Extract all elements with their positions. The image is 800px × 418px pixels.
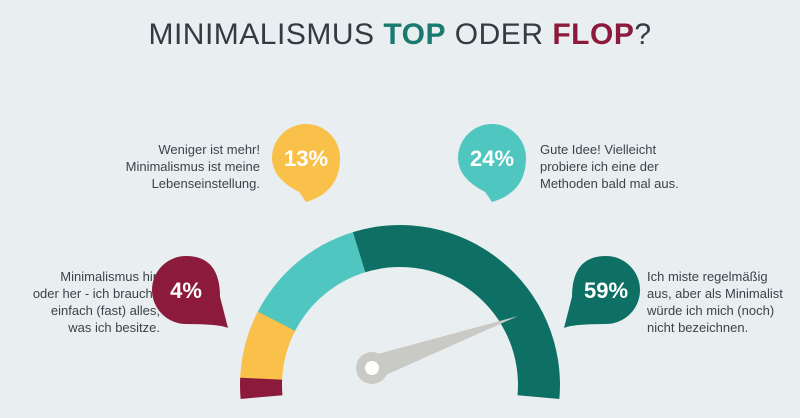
label-flop: Minimalismus hin oder her - ich brauche … bbox=[10, 268, 160, 336]
label-gute-line: Methoden bald mal aus. bbox=[540, 176, 679, 191]
value-label-2: 13% bbox=[284, 146, 328, 171]
label-flop-line: was ich besitze. bbox=[68, 320, 160, 335]
label-miste: Ich miste regelmäßig aus, aber als Minim… bbox=[647, 268, 797, 336]
label-flop-line: oder her - ich brauche bbox=[32, 286, 160, 301]
value-bubble-2 bbox=[272, 124, 340, 202]
value-label-3: 24% bbox=[470, 146, 514, 171]
page-title: MINIMALISMUS TOP ODER FLOP? bbox=[0, 18, 800, 52]
gauge-needle-hub-center bbox=[365, 361, 379, 375]
label-weniger-line: Lebenseinstellung. bbox=[151, 176, 260, 191]
label-gute-line: Gute Idee! Vielleicht bbox=[540, 142, 657, 157]
label-weniger: Weniger ist mehr! Minimalismus ist meine… bbox=[110, 141, 260, 192]
value-bubble-3 bbox=[458, 124, 526, 202]
gauge-needle bbox=[367, 316, 518, 380]
label-gute-line: probiere ich eine der bbox=[540, 159, 659, 174]
title-top: TOP bbox=[383, 18, 446, 51]
label-weniger-line: Minimalismus ist meine bbox=[125, 159, 260, 174]
gauge-segment-4 bbox=[352, 225, 560, 399]
label-flop-line: einfach (fast) alles, bbox=[50, 303, 160, 318]
title-part-3: ODER bbox=[445, 18, 553, 51]
title-flop: FLOP bbox=[552, 18, 635, 51]
label-miste-line: würde ich mich (noch) bbox=[647, 303, 775, 318]
value-label-4: 59% bbox=[584, 278, 628, 303]
value-bubble-4 bbox=[564, 256, 640, 328]
label-miste-line: Ich miste regelmäßig bbox=[647, 269, 768, 284]
gauge-segment-3 bbox=[257, 232, 367, 331]
label-flop-line: Minimalismus hin bbox=[60, 269, 160, 284]
label-miste-line: aus, aber als Minimalist bbox=[647, 286, 783, 301]
title-part-5: ? bbox=[634, 18, 652, 51]
value-label-1: 4% bbox=[170, 278, 202, 303]
label-weniger-line: Weniger ist mehr! bbox=[158, 142, 260, 157]
value-bubble-1 bbox=[152, 256, 228, 328]
label-gute: Gute Idee! Vielleicht probiere ich eine … bbox=[540, 141, 690, 192]
title-part-1: MINIMALISMUS bbox=[148, 18, 384, 51]
label-miste-line: nicht bezeichnen. bbox=[647, 320, 749, 335]
gauge-segment-2 bbox=[240, 311, 296, 380]
